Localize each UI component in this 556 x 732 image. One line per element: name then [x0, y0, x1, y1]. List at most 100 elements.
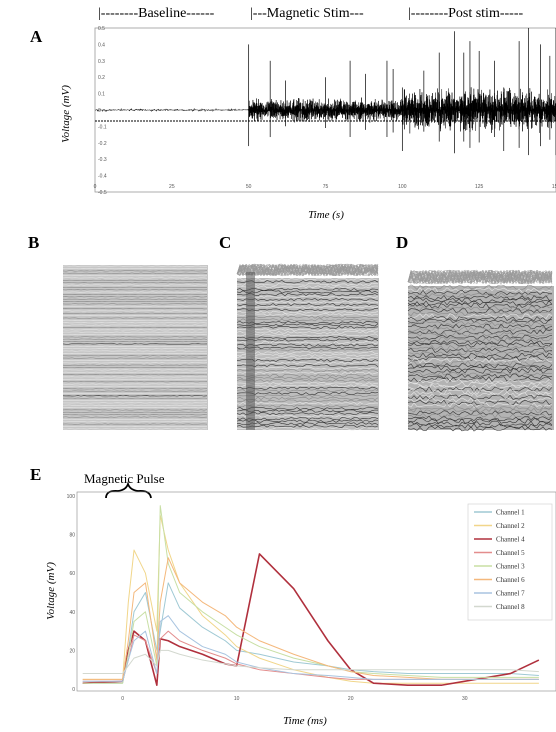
raster-trace [62, 289, 208, 291]
raster-trace [236, 328, 379, 332]
raster-trace [62, 355, 208, 357]
raster-trace [407, 313, 553, 320]
panel-b-traces [62, 265, 208, 430]
raster-trace [407, 397, 553, 403]
raster-trace [62, 392, 208, 395]
raster-trace [236, 285, 379, 289]
raster-trace [407, 347, 553, 353]
y-tick-label: 40 [69, 610, 75, 616]
panel-e-y-title: Voltage (mV) [45, 562, 57, 620]
panel-a-x-ticks: 0 25 50 75 100 125 150 [94, 184, 556, 190]
x-tick-label: 75 [323, 184, 329, 190]
panel-e-x-title: Time (ms) [283, 715, 327, 727]
raster-trace [62, 267, 208, 270]
y-tick-label: -0.1 [98, 124, 107, 130]
raster-overshoot [236, 263, 379, 277]
raster-trace [407, 357, 553, 364]
panel-label-b: B [28, 233, 39, 252]
raster-trace [62, 385, 208, 387]
raster-trace [62, 352, 208, 354]
raster-trace [236, 310, 379, 314]
raster-trace [236, 321, 379, 324]
raster-trace [62, 324, 208, 326]
raster-trace [236, 366, 379, 370]
raster-trace [62, 277, 208, 279]
raster-trace [407, 391, 553, 398]
panel-a-frame [94, 27, 556, 193]
raster-trace [236, 292, 379, 297]
raster-trace [236, 343, 379, 347]
raster-trace [62, 272, 208, 274]
raster-trace [62, 359, 208, 362]
legend-label: Channel 1 [496, 509, 525, 517]
raster-trace [407, 394, 553, 400]
raster-trace [62, 275, 208, 277]
raster-trace [407, 423, 553, 429]
legend-label: Channel 2 [496, 522, 525, 530]
raster-trace [236, 389, 379, 393]
raster-trace [62, 407, 208, 409]
x-tick-label: 0 [94, 184, 97, 190]
raster-trace [407, 376, 553, 382]
raster-trace [236, 305, 379, 309]
raster-trace [62, 319, 208, 321]
y-tick-label: 0.3 [98, 59, 105, 65]
raster-trace [236, 318, 379, 322]
segment-post-stim: |--------Post stim----- [408, 6, 523, 21]
raster-trace [62, 366, 208, 369]
raster-trace [236, 406, 379, 411]
y-tick-label: 0 [98, 108, 101, 114]
raster-trace [236, 330, 379, 335]
raster-trace [407, 336, 553, 343]
segment-magnetic-stim: |---Magnetic Stim--- [250, 6, 364, 21]
raster-trace [62, 303, 208, 305]
raster-trace [236, 308, 379, 312]
raster-trace [236, 409, 379, 413]
raster-trace [62, 270, 208, 272]
panel-a-y-title: Voltage (mV) [60, 85, 72, 143]
raster-trace [62, 416, 208, 418]
raster-trace [236, 386, 379, 390]
raster-trace [236, 341, 379, 345]
raster-overshoot [407, 270, 553, 285]
raster-trace [62, 286, 208, 288]
panel-a-y-ticks: 0.5 0.4 0.3 0.2 0.1 0 -0.1 -0.2 -0.3 -0.4 -0.5 [98, 26, 107, 196]
legend: Channel 1 Channel 2 Channel 4 Channel 5 Chan… [474, 509, 525, 611]
y-tick-label: 100 [67, 494, 76, 500]
raster-trace [407, 297, 553, 303]
x-tick-label: 125 [475, 184, 484, 190]
raster-trace [62, 350, 208, 352]
raster-trace [407, 342, 553, 348]
raster-trace [407, 326, 553, 333]
panel-e-chart: Magnetic Pulse 0 20 40 60 80 100 0 10 20 30 Chan… [45, 471, 556, 727]
raster-trace [62, 374, 208, 376]
raster-trace [62, 322, 208, 324]
panel-e-y-ticks: 0 20 40 60 80 100 [67, 494, 76, 693]
raster-trace [62, 390, 208, 392]
raster-trace [62, 414, 208, 416]
raster-trace [407, 302, 553, 309]
raster-trace [236, 373, 379, 378]
raster-trace [62, 399, 208, 402]
panel-label-c: C [219, 233, 231, 252]
legend-box [467, 503, 553, 621]
raster-trace [236, 368, 379, 373]
raster-trace [62, 282, 208, 284]
panel-e-frame [76, 491, 556, 692]
raster-trace [236, 394, 379, 398]
panel-e-series [82, 505, 540, 686]
series-line-channel-7 [82, 615, 539, 682]
raster-trace [236, 391, 379, 395]
raster-trace [62, 378, 208, 380]
raster-trace [62, 395, 208, 397]
raster-trace [62, 265, 208, 267]
raster-trace [236, 280, 379, 284]
raster-trace [62, 338, 208, 340]
trace-baseline [94, 107, 249, 113]
raster-trace [62, 296, 208, 298]
raster-trace [236, 290, 379, 294]
raster-trace [236, 401, 379, 405]
raster-trace [407, 389, 553, 395]
x-tick-label: 20 [348, 696, 354, 702]
raster-trace [62, 308, 208, 310]
